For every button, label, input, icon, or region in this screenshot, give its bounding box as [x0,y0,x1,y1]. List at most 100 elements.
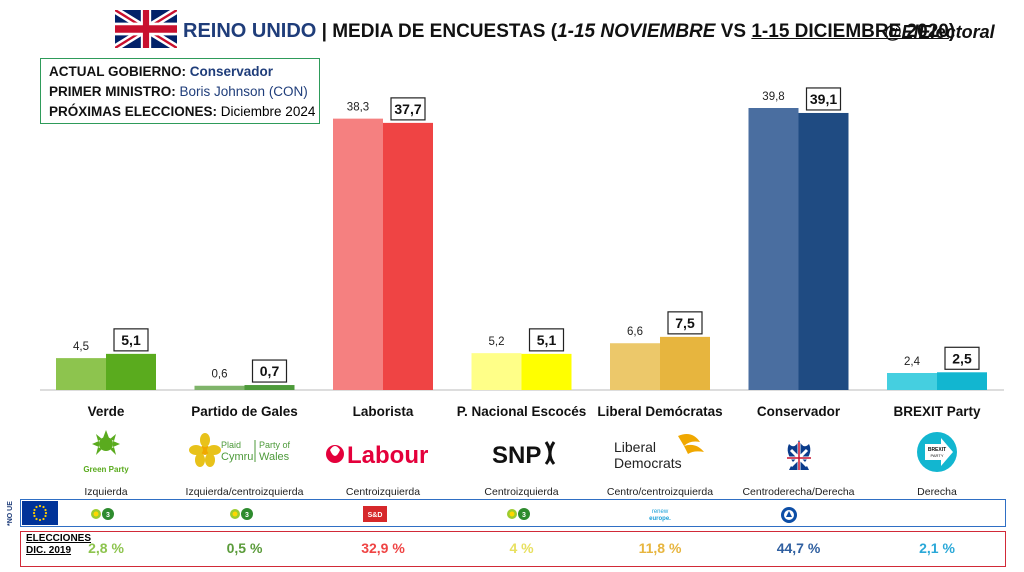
next-line: PRÓXIMAS ELECCIONES: Diciembre 2024 [49,102,319,122]
next-value: Diciembre 2024 [220,104,316,119]
label-box-brexit-dic [944,346,980,370]
svg-text:Wales: Wales [259,451,290,463]
label-verde-dic: 5,1 [121,332,141,348]
party-name-brexit: BREXIT Party [893,404,981,419]
pm-label: PRIMER MINISTRO: [49,84,176,99]
election-2019-libdem: 11,8 % [638,540,682,556]
title-subtitle-end: ) [948,21,956,42]
election-2019-brexit: 2,1 % [919,540,955,556]
label-box-libdem-dic [667,311,703,335]
chart-title: REINO UNIDO | MEDIA DE ENCUESTAS (1-15 N… [183,20,955,43]
label-box-conservador-dic [805,87,842,111]
label-gales-dic: 0,7 [260,363,280,379]
no-ue-label: *NO UE [7,501,14,526]
bar-libdem-dic [660,336,710,390]
label-snp-dic: 5,1 [537,332,557,348]
party-logo-brexit: BREXIT PARTY [877,428,997,478]
bar-brexit-dic [937,372,987,390]
label-box-snp-dic [528,328,565,352]
title-subtitle-start: MEDIA DE ENCUESTAS ( [332,21,558,42]
bar-gales-dic [244,385,295,390]
party-ideology-conservador: Centroderecha/Derecha [742,486,855,498]
bar-snp-nov [471,353,522,390]
bar-verde-nov [56,358,106,390]
label-laborista-dic: 37,7 [394,101,421,117]
svg-text:SNP: SNP [492,442,541,469]
period-1: 1-15 NOVIEMBRE [557,21,716,42]
party-ideology-libdem: Centro/centroizquierda [606,486,714,498]
bar-brexit-nov [887,372,937,390]
eu-group-renew-europe-icon: renew europe. [640,506,680,527]
election-2019-gales: 0,5 % [226,540,263,556]
svg-text:Cymru: Cymru [221,451,253,463]
bar-laborista-nov [333,118,383,390]
label-libdem-dic: 7,5 [675,315,695,331]
svg-text:europe.: europe. [649,516,671,522]
svg-text:Labour: Labour [347,442,428,469]
bar-conservador-dic [798,112,849,390]
eu-group-s-and-d-icon: S&D [363,506,387,527]
twitter-handle: @ElElectoral [884,22,995,42]
gov-line: ACTUAL GOBIERNO: Conservador [49,62,319,82]
uk-flag-icon [115,10,177,48]
svg-text:3: 3 [106,512,110,519]
party-logo-conservador [739,428,859,478]
bar-laborista-dic [383,122,433,390]
party-logo-libdem: Liberal Democrats [600,428,720,478]
election-2019-conservador: 44,7 % [776,540,821,556]
party-name-gales: Partido de Gales [191,404,298,419]
elections-label-line2: DIC. 2019 [26,545,72,556]
label-laborista-nov: 38,3 [347,102,369,114]
label-conservador-dic: 39,1 [810,91,837,107]
svg-text:Party of: Party of [259,440,291,450]
label-box-verde-dic [113,328,149,352]
party-logo-laborista: Labour [323,428,443,478]
eu-group-greens-efa-icon: 3 [86,506,120,527]
party-ideology-laborista: Centroizquierda [345,486,421,498]
party-name-snp: P. Nacional Escocés [456,404,587,419]
label-snp-nov: 5,2 [489,336,505,348]
svg-text:Liberal: Liberal [614,439,656,455]
bar-verde-dic [106,353,156,390]
svg-text:PARTY: PARTY [931,453,944,458]
eu-flag-icon [22,501,58,525]
gov-value: Conservador [189,64,274,79]
svg-text:renew: renew [652,509,669,515]
label-brexit-nov: 2,4 [904,356,921,368]
eu-group-greens-efa-icon: 3 [225,506,259,527]
bar-libdem-nov [610,343,660,390]
bar-gales-nov [194,385,245,390]
election-2019-verde: 2,8 % [88,540,124,556]
title-vs: VS [715,21,752,42]
svg-text:*NO UE: *NO UE [7,501,14,526]
gov-label: ACTUAL GOBIERNO: [49,64,186,79]
party-logo-gales: Plaid Cymru Party of Wales [185,428,305,478]
svg-text:Green Party: Green Party [83,465,129,474]
svg-text:Plaid: Plaid [221,440,241,450]
label-brexit-dic: 2,5 [952,350,972,366]
eu-group-greens-efa-icon: 3 [502,506,536,527]
label-box-laborista-dic [390,97,426,121]
pm-line: PRIMER MINISTRO: Boris Johnson (CON) [49,82,319,102]
party-logo-verde: Green Party [46,428,166,478]
party-ideology-snp: Centroizquierda [484,486,559,498]
eu-group-ecr-icon [779,506,799,529]
svg-text:3: 3 [522,512,526,519]
election-2019-laborista: 32,9 % [361,540,405,556]
pm-value: Boris Johnson (CON) [179,84,308,99]
period-2: 1-15 DICIEMBRE 2020 [751,21,949,42]
label-gales-nov: 0,6 [212,369,228,381]
election-2019-snp: 4 % [509,540,534,556]
party-ideology-verde: Izquierda [84,486,128,498]
party-name-libdem: Liberal Demócratas [597,404,723,419]
label-libdem-nov: 6,6 [627,326,643,338]
eu-group-row [20,499,1006,527]
svg-text:BREXIT: BREXIT [928,447,946,453]
party-ideology-gales: Izquierda/centroizquierda [185,486,304,498]
label-verde-nov: 4,5 [73,341,89,353]
party-name-verde: Verde [87,404,125,419]
svg-text:S&D: S&D [368,512,383,519]
title-separator: | [316,21,333,42]
elections-label: ELECCIONES DIC. 2019 [26,533,91,557]
